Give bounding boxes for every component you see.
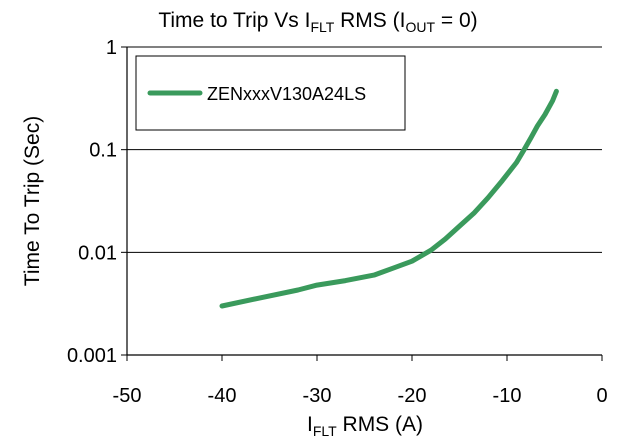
series-layer — [219, 88, 559, 309]
x-tick-label: -40 — [208, 385, 237, 407]
x-tick-label: -30 — [303, 385, 332, 407]
axes — [121, 46, 603, 361]
x-tick-label: 0 — [596, 385, 607, 407]
chart-title: Time to Trip Vs IFLT RMS (IOUT = 0) — [158, 9, 477, 35]
y-tick-label: 0.1 — [89, 140, 117, 162]
y-axis-label: Time To Trip (Sec) — [21, 116, 44, 286]
legend-label: ZENxxxV130A24LS — [207, 84, 366, 104]
tick-labels: 0.001 0.01 0.1 1 -50 -40 -30 -20 -10 0 — [67, 37, 608, 407]
x-tick-label: -20 — [398, 385, 427, 407]
y-tick-label: 0.001 — [67, 345, 117, 367]
y-tick-label: 1 — [106, 37, 117, 59]
x-tick-label: -50 — [113, 385, 142, 407]
y-tick-label: 0.01 — [78, 242, 117, 264]
x-tick-label: -10 — [493, 385, 522, 407]
x-axis-label: IFLT RMS (A) — [307, 413, 423, 439]
series-line — [219, 88, 559, 309]
legend: ZENxxxV130A24LS — [135, 55, 406, 131]
